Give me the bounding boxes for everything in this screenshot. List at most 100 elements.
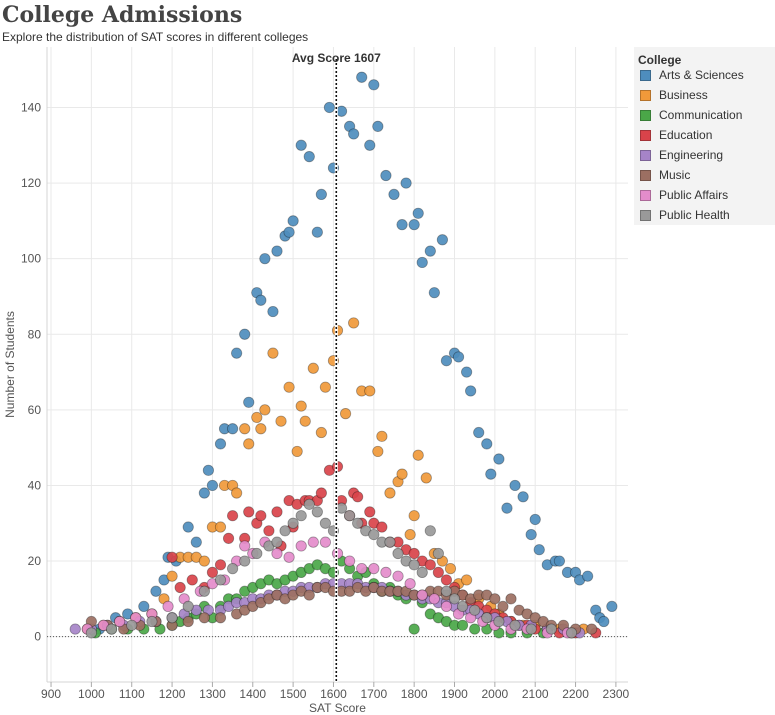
data-point[interactable] xyxy=(525,528,537,541)
data-point[interactable] xyxy=(525,623,537,635)
data-point[interactable] xyxy=(465,385,477,397)
data-point[interactable] xyxy=(190,536,202,548)
data-point[interactable] xyxy=(545,623,557,635)
data-point[interactable] xyxy=(206,566,219,578)
data-point[interactable] xyxy=(295,400,307,412)
data-point[interactable] xyxy=(299,415,311,427)
data-point[interactable] xyxy=(586,623,598,635)
data-point[interactable] xyxy=(214,574,227,586)
data-point[interactable] xyxy=(287,215,299,227)
data-point[interactable] xyxy=(529,513,541,526)
data-point[interactable] xyxy=(448,593,461,605)
data-point[interactable] xyxy=(146,615,158,628)
data-point[interactable] xyxy=(493,615,505,628)
data-point[interactable] xyxy=(231,347,243,359)
data-point[interactable] xyxy=(271,245,283,257)
data-point[interactable] xyxy=(404,578,416,590)
data-point[interactable] xyxy=(69,623,81,635)
data-point[interactable] xyxy=(271,506,283,518)
data-point[interactable] xyxy=(198,555,210,567)
data-point[interactable] xyxy=(436,234,449,246)
data-point[interactable] xyxy=(400,177,412,189)
data-point[interactable] xyxy=(319,517,331,529)
data-point[interactable] xyxy=(416,566,428,578)
data-point[interactable] xyxy=(85,627,97,639)
legend-item[interactable]: Education xyxy=(640,127,712,143)
data-point[interactable] xyxy=(408,510,420,522)
data-point[interactable] xyxy=(259,404,271,416)
data-point[interactable] xyxy=(368,528,380,541)
data-point[interactable] xyxy=(226,510,239,522)
data-point[interactable] xyxy=(251,411,263,424)
data-point[interactable] xyxy=(461,574,473,586)
data-point[interactable] xyxy=(186,574,198,586)
data-point[interactable] xyxy=(198,585,210,597)
data-point[interactable] xyxy=(150,585,162,597)
data-point[interactable] xyxy=(214,438,227,450)
data-point[interactable] xyxy=(105,623,118,635)
data-point[interactable] xyxy=(582,570,594,582)
legend-item[interactable]: Public Affairs xyxy=(640,187,728,203)
data-point[interactable] xyxy=(271,547,283,560)
data-point[interactable] xyxy=(598,615,610,628)
data-point[interactable] xyxy=(295,540,307,552)
data-point[interactable] xyxy=(356,71,368,83)
legend-item[interactable]: Engineering xyxy=(640,147,723,163)
data-point[interactable] xyxy=(231,487,243,499)
data-point[interactable] xyxy=(553,555,566,567)
data-point[interactable] xyxy=(267,305,279,318)
legend-item[interactable]: Communication xyxy=(640,107,742,123)
data-point[interactable] xyxy=(493,453,505,465)
data-point[interactable] xyxy=(287,517,299,529)
data-point[interactable] xyxy=(412,449,424,461)
data-point[interactable] xyxy=(335,105,348,117)
data-point[interactable] xyxy=(509,619,521,631)
data-point[interactable] xyxy=(408,559,420,571)
data-point[interactable] xyxy=(352,517,364,529)
data-point[interactable] xyxy=(416,589,428,601)
data-point[interactable] xyxy=(202,464,214,476)
data-point[interactable] xyxy=(303,151,315,163)
data-point[interactable] xyxy=(352,491,364,503)
data-point[interactable] xyxy=(255,510,267,522)
data-point[interactable] xyxy=(243,396,255,408)
data-point[interactable] xyxy=(396,468,408,480)
data-point[interactable] xyxy=(291,445,303,458)
data-point[interactable] xyxy=(428,593,440,605)
data-point[interactable] xyxy=(126,619,138,631)
data-point[interactable] xyxy=(267,347,279,359)
data-point[interactable] xyxy=(255,423,267,435)
data-point[interactable] xyxy=(424,525,436,537)
data-point[interactable] xyxy=(271,536,283,548)
data-point[interactable] xyxy=(206,479,219,492)
data-point[interactable] xyxy=(565,627,578,639)
data-point[interactable] xyxy=(412,207,424,219)
data-point[interactable] xyxy=(283,226,295,238)
legend-item[interactable]: Business xyxy=(640,87,708,103)
data-point[interactable] xyxy=(469,623,481,635)
data-point[interactable] xyxy=(166,612,178,624)
data-point[interactable] xyxy=(214,559,227,571)
data-point[interactable] xyxy=(319,381,331,393)
data-point[interactable] xyxy=(344,555,356,567)
data-point[interactable] xyxy=(335,502,348,514)
data-point[interactable] xyxy=(315,487,327,499)
data-point[interactable] xyxy=(319,536,331,548)
data-point[interactable] xyxy=(356,563,368,575)
data-point[interactable] xyxy=(239,540,251,552)
data-point[interactable] xyxy=(481,438,493,450)
data-point[interactable] xyxy=(259,253,271,265)
data-point[interactable] xyxy=(384,536,396,548)
data-point[interactable] xyxy=(348,317,360,329)
data-point[interactable] xyxy=(182,615,194,628)
data-point[interactable] xyxy=(114,615,126,628)
data-point[interactable] xyxy=(424,559,436,571)
data-point[interactable] xyxy=(279,525,291,537)
data-point[interactable] xyxy=(364,506,376,518)
data-point[interactable] xyxy=(404,528,416,541)
data-point[interactable] xyxy=(469,604,481,616)
data-point[interactable] xyxy=(303,498,315,510)
data-point[interactable] xyxy=(364,385,376,397)
data-point[interactable] xyxy=(214,612,227,624)
data-point[interactable] xyxy=(182,521,194,533)
